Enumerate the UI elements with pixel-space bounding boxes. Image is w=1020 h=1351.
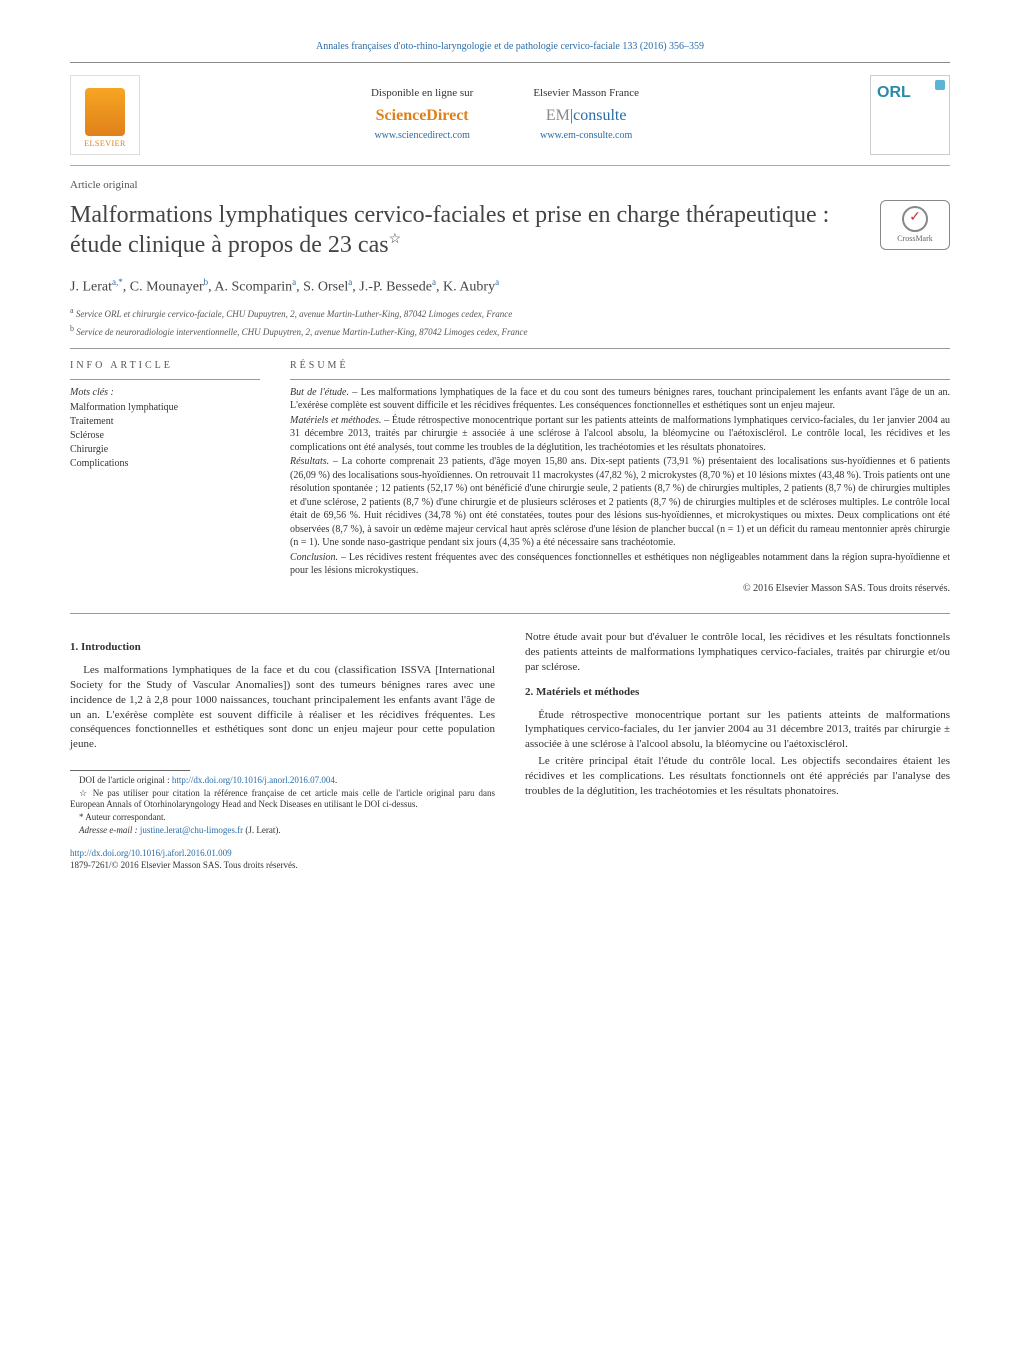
but-label: But de l'étude. – xyxy=(290,387,357,398)
elsevier-tree-icon xyxy=(85,88,125,136)
resume-resultats: Résultats. – La cohorte comprenait 23 pa… xyxy=(290,455,950,550)
crossmark-label: CrossMark xyxy=(897,234,933,245)
elsevier-wordmark: ELSEVIER xyxy=(84,139,126,150)
title-row: Malformations lymphatiques cervico-facia… xyxy=(70,200,950,270)
keywords-label: Mots clés : xyxy=(70,386,260,400)
resume-materiels: Matériels et méthodes. – Étude rétrospec… xyxy=(290,414,950,455)
crossmark-badge[interactable]: CrossMark xyxy=(880,200,950,250)
conc-text: Les récidives restent fréquentes avec de… xyxy=(290,552,950,577)
crossmark-icon xyxy=(902,206,928,232)
copyright-line: © 2016 Elsevier Masson SAS. Tous droits … xyxy=(290,582,950,596)
email-label: Adresse e-mail : xyxy=(79,825,138,835)
em-prefix: EM xyxy=(546,107,570,124)
body-two-columns: 1. Introduction Les malformations lympha… xyxy=(70,630,950,871)
title-footnote-marker: ☆ xyxy=(389,232,402,247)
doi-original-line: DOI de l'article original : http://dx.do… xyxy=(70,775,495,787)
journal-citation: Annales françaises d'oto-rhino-laryngolo… xyxy=(70,40,950,54)
info-rule xyxy=(70,379,260,380)
rule-above-body xyxy=(70,613,950,614)
intro-paragraph-2: Notre étude avait pour but d'évaluer le … xyxy=(525,630,950,675)
mat-label: Matériels et méthodes. – xyxy=(290,415,389,426)
affiliation-a: a Service ORL et chirurgie cervico-facia… xyxy=(70,306,950,320)
methods-paragraph-1: Étude rétrospective monocentrique portan… xyxy=(525,708,950,753)
resume-heading: RÉSUMÉ xyxy=(290,359,950,373)
email-line: Adresse e-mail : justine.lerat@chu-limog… xyxy=(70,825,495,837)
publisher-header-row: ELSEVIER Disponible en ligne sur Science… xyxy=(70,75,950,155)
article-doi-link[interactable]: http://dx.doi.org/10.1016/j.aforl.2016.0… xyxy=(70,848,232,858)
emconsulte-block: Elsevier Masson France EM|consulte www.e… xyxy=(533,86,639,143)
res-text: La cohorte comprenait 23 patients, d'âge… xyxy=(290,456,950,548)
header-rule xyxy=(70,62,950,63)
mat-text: Étude rétrospective monocentrique portan… xyxy=(290,415,950,453)
info-resume-row: INFO ARTICLE Mots clés : Malformation ly… xyxy=(70,359,950,595)
footer-block: http://dx.doi.org/10.1016/j.aforl.2016.0… xyxy=(70,847,495,871)
disponible-label: Disponible en ligne sur xyxy=(371,86,473,101)
affiliation-b: b Service de neuroradiologie interventio… xyxy=(70,324,950,338)
elsevier-logo: ELSEVIER xyxy=(70,75,140,155)
affiliation-b-text: Service de neuroradiologie interventionn… xyxy=(76,327,527,337)
footnote-rule xyxy=(70,770,190,771)
methods-paragraph-2: Le critère principal était l'étude du co… xyxy=(525,754,950,799)
journal-cover-thumbnail xyxy=(870,75,950,155)
footnotes-block: DOI de l'article original : http://dx.do… xyxy=(70,770,495,836)
intro-paragraph-1: Les malformations lymphatiques de la fac… xyxy=(70,663,495,752)
section-1-heading: 1. Introduction xyxy=(70,640,495,655)
but-text: Les malformations lymphatiques de la fac… xyxy=(290,387,950,412)
doi-original-label: DOI de l'article original : xyxy=(79,775,170,785)
affiliation-a-text: Service ORL et chirurgie cervico-faciale… xyxy=(76,309,512,319)
title-text: Malformations lymphatiques cervico-facia… xyxy=(70,202,829,258)
info-article-heading: INFO ARTICLE xyxy=(70,359,260,373)
emconsulte-link[interactable]: www.em-consulte.com xyxy=(540,130,632,141)
resume-conclusion: Conclusion. – Les récidives restent fréq… xyxy=(290,551,950,578)
article-title: Malformations lymphatiques cervico-facia… xyxy=(70,200,860,260)
sciencedirect-link[interactable]: www.sciencedirect.com xyxy=(374,130,469,141)
author-list: J. Lerata,*, C. Mounayerb, A. Scomparina… xyxy=(70,276,950,298)
star-footnote: ☆ Ne pas utiliser pour citation la référ… xyxy=(70,788,495,811)
email-name: (J. Lerat). xyxy=(245,825,280,835)
res-label: Résultats. – xyxy=(290,456,338,467)
article-info-column: INFO ARTICLE Mots clés : Malformation ly… xyxy=(70,359,260,595)
rule-above-abstract xyxy=(70,348,950,349)
corresponding-author-line: * Auteur correspondant. xyxy=(70,812,495,824)
sciencedirect-wordmark: ScienceDirect xyxy=(371,105,473,127)
article-type: Article original xyxy=(70,178,950,193)
section-rule-top xyxy=(70,165,950,166)
resume-column: RÉSUMÉ But de l'étude. – Les malformatio… xyxy=(290,359,950,595)
journal-badge-icon xyxy=(935,80,945,90)
emconsulte-wordmark: EM|consulte xyxy=(533,105,639,127)
issn-copyright-line: 1879-7261/© 2016 Elsevier Masson SAS. To… xyxy=(70,859,495,871)
doi-original-link[interactable]: http://dx.doi.org/10.1016/j.anorl.2016.0… xyxy=(172,775,335,785)
author-email-link[interactable]: justine.lerat@chu-limoges.fr xyxy=(140,825,243,835)
sciencedirect-block: Disponible en ligne sur ScienceDirect ww… xyxy=(371,86,473,143)
em-suffix: consulte xyxy=(573,107,626,124)
header-center: Disponible en ligne sur ScienceDirect ww… xyxy=(150,86,860,143)
conc-label: Conclusion. – xyxy=(290,552,346,563)
resume-rule xyxy=(290,379,950,380)
resume-but: But de l'étude. – Les malformations lymp… xyxy=(290,386,950,413)
keywords-list: Malformation lymphatiqueTraitementScléro… xyxy=(70,401,260,471)
masson-label: Elsevier Masson France xyxy=(533,86,639,101)
section-2-heading: 2. Matériels et méthodes xyxy=(525,685,950,700)
